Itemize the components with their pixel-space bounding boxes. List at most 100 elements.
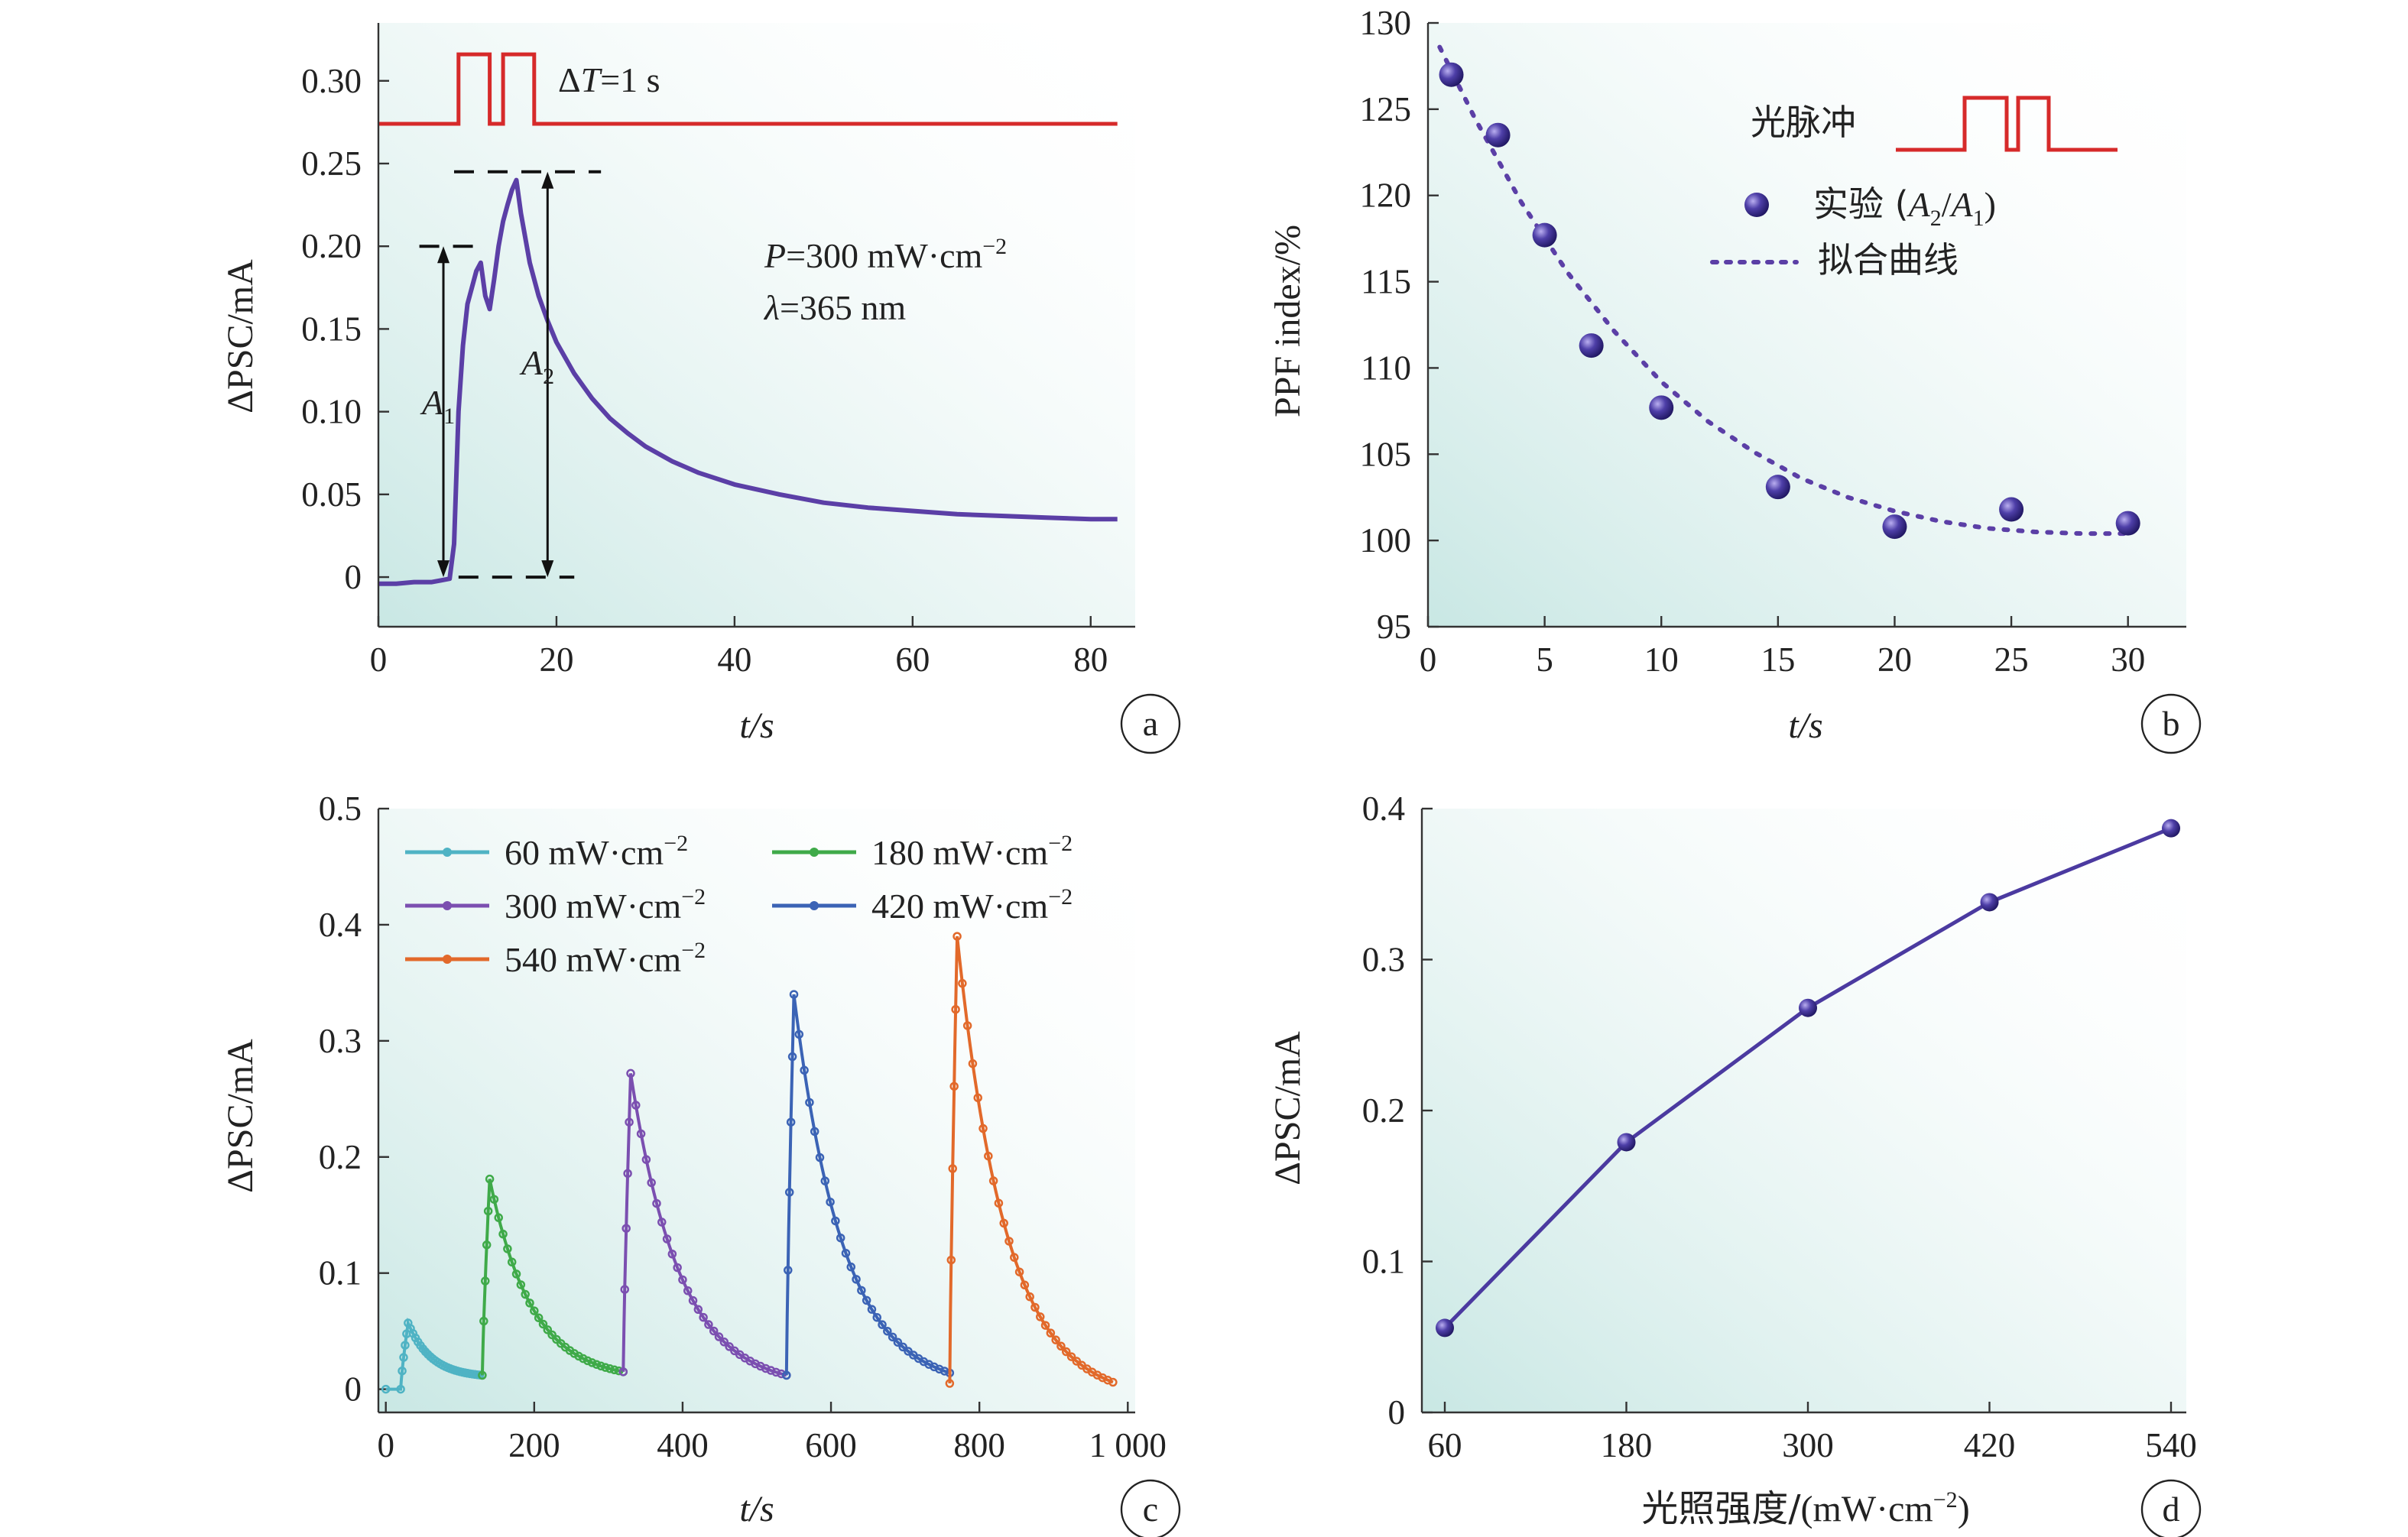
y-tick-label: 0.1 [319,1254,362,1292]
panel-c: 0 200 400 600 800 1 000 0 0.1 0.2 0.3 0.4 0.5 60 mW… [220,790,1181,1537]
legend-pulse-label: 光脉冲 [1751,103,1856,142]
data-point [709,1326,719,1336]
y-tick-label: 0.1 [1362,1243,1405,1281]
data-point [831,1216,840,1226]
data-point [534,1313,544,1322]
legend: 光脉冲 实验 (A2/A1) 拟合曲线 [1710,96,2118,280]
legend-label: 540 mW·cm−2 [505,938,706,979]
panel-label-circle [2140,693,2202,754]
data-point [883,1326,892,1336]
x-axis-ticks: 0 20 40 60 80 0 0.05 0.10 0.15 0.20 0.25 0.30 [301,62,1108,679]
y-tick-label: 115 [1361,263,1411,301]
data-point [999,1218,1008,1228]
x-axis-title: 光照强度/(mW·cm−2) [1641,1487,1969,1530]
data-point [1020,1280,1030,1290]
data-point [625,1117,634,1127]
data-point [396,1384,405,1394]
data-point [483,1206,493,1216]
data-point [516,1280,526,1289]
data-point [498,1229,508,1239]
data-point [1765,475,1790,500]
data-point [507,1257,517,1267]
data-point [1004,1237,1014,1246]
legend-fit-label: 拟合曲线 [1818,241,1959,280]
light-pulse-line [378,52,1118,126]
legend-marker [443,955,452,964]
data-point [771,1367,780,1377]
panel-label-circle [1120,693,1181,754]
data-point [547,1330,557,1340]
y-tick-label: 0.10 [301,393,362,431]
legend-experiment-marker [1744,193,1769,217]
data-point [898,1342,907,1352]
a2-label: A2 [519,343,554,389]
data-point [1030,1302,1040,1312]
power-label: P=300 mW·cm−2 [764,234,1007,275]
y-axis-title: ΔPSC/mA [1267,1031,1308,1185]
series-layer [1437,44,2140,540]
data-point [494,1213,503,1222]
data-point [636,1129,646,1139]
y-axis-title: ΔPSC/mA [220,1039,261,1193]
panel-label: c [1143,1490,1158,1529]
x-tick-label: 200 [508,1426,560,1464]
data-point [810,1127,819,1137]
data-point [820,1176,830,1185]
data-point [2162,819,2180,838]
y-tick-label: 0.3 [319,1022,362,1060]
y-tick-label: 100 [1360,521,1412,559]
data-point [631,1101,641,1110]
x-tick-label: 0 [1420,640,1437,679]
data-point [787,1052,797,1062]
y-tick-label: 0.2 [319,1138,362,1176]
data-point [766,1366,776,1375]
data-point [704,1320,713,1329]
data-point [1014,1267,1024,1276]
x-tick-label: 180 [1601,1426,1653,1464]
data-point [946,1255,956,1265]
data-point [725,1342,734,1351]
data-point [1485,122,1511,148]
data-point [1066,1352,1076,1361]
pulse-width-label: ΔT=1 s [558,60,660,99]
y-tick-label: 0.2 [1362,1091,1405,1130]
data-point [579,1354,588,1364]
x-tick-label: 60 [895,640,930,679]
panel-a: 0 20 40 60 80 0 0.05 0.10 0.15 0.20 0.25 0.30 ΔT=1 … [220,23,1181,754]
x-tick-label: 80 [1073,640,1108,679]
data-point [1040,1321,1050,1330]
data-point [815,1153,825,1162]
data-point [1056,1341,1066,1351]
data-point [583,1356,592,1366]
data-point [872,1312,881,1322]
data-point [652,1198,661,1208]
data-point [399,1353,408,1362]
data-point [543,1325,553,1334]
series-line [782,990,955,1380]
data-point [784,1266,793,1275]
data-point [489,1195,499,1204]
data-point [857,1286,866,1295]
x-axis-title: t/s [1788,705,1822,746]
data-point [479,1316,488,1326]
data-point [968,1059,978,1068]
data-point [657,1218,667,1227]
data-point [1999,497,2024,522]
data-point [530,1306,539,1315]
data-point [784,1188,794,1197]
data-point [988,1176,998,1185]
legend-label: 180 mW·cm−2 [871,831,1073,872]
data-point [777,1369,786,1379]
x-axis-title: t/s [739,705,774,746]
y-tick-label: 125 [1360,90,1412,128]
data-point [1072,1357,1082,1366]
x-tick-label: 1 000 [1089,1426,1167,1464]
panel-label: b [2163,704,2180,743]
data-point [1108,1377,1118,1387]
data-point [605,1364,615,1373]
data-point [620,1285,629,1294]
x-tick-label: 600 [805,1426,857,1464]
data-point [678,1275,687,1285]
data-point [601,1363,610,1372]
data-point [984,1151,993,1161]
